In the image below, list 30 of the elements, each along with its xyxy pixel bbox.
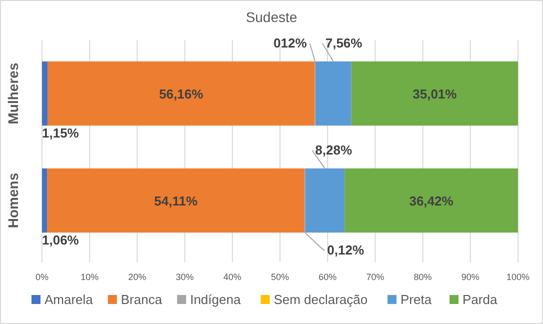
legend-label: Preta	[400, 292, 432, 307]
data-label: 012%	[274, 35, 308, 50]
chart-title: Sudeste	[246, 9, 298, 25]
legend-label: Sem declaração	[274, 292, 368, 307]
x-tick-label: 80%	[414, 272, 432, 282]
data-label: 36,42%	[409, 194, 454, 208]
legend-label: Parda	[462, 292, 498, 307]
data-label: 1,06%	[42, 232, 80, 248]
x-tick-label: 20%	[128, 272, 146, 282]
legend-label: Amarela	[44, 292, 94, 307]
x-tick-label: 70%	[366, 272, 384, 282]
x-tick-label: 60%	[318, 272, 337, 282]
x-tick-label: 100%	[506, 272, 530, 282]
y-tick-label: Mulheres	[5, 62, 21, 124]
data-label: 35,01%	[412, 86, 458, 102]
y-tick-label: Homens	[5, 172, 21, 228]
data-label: 56,16%	[159, 86, 204, 102]
data-label: 54,11%	[154, 194, 198, 208]
x-tick-label: 0%	[35, 272, 49, 282]
data-label: 8,28%	[315, 142, 352, 158]
data-label: 1,15%	[42, 126, 80, 141]
x-tick-label: 50%	[270, 272, 290, 282]
legend-label: Branca	[120, 292, 163, 307]
legend-label: Indígena	[190, 292, 242, 307]
x-tick-label: 90%	[461, 272, 480, 282]
data-label: 7,56%	[325, 35, 363, 50]
x-tick-label: 30%	[176, 272, 194, 282]
x-tick-label: 40%	[223, 272, 242, 282]
data-label: 0,12%	[327, 242, 364, 258]
x-tick-label: 10%	[80, 272, 99, 282]
